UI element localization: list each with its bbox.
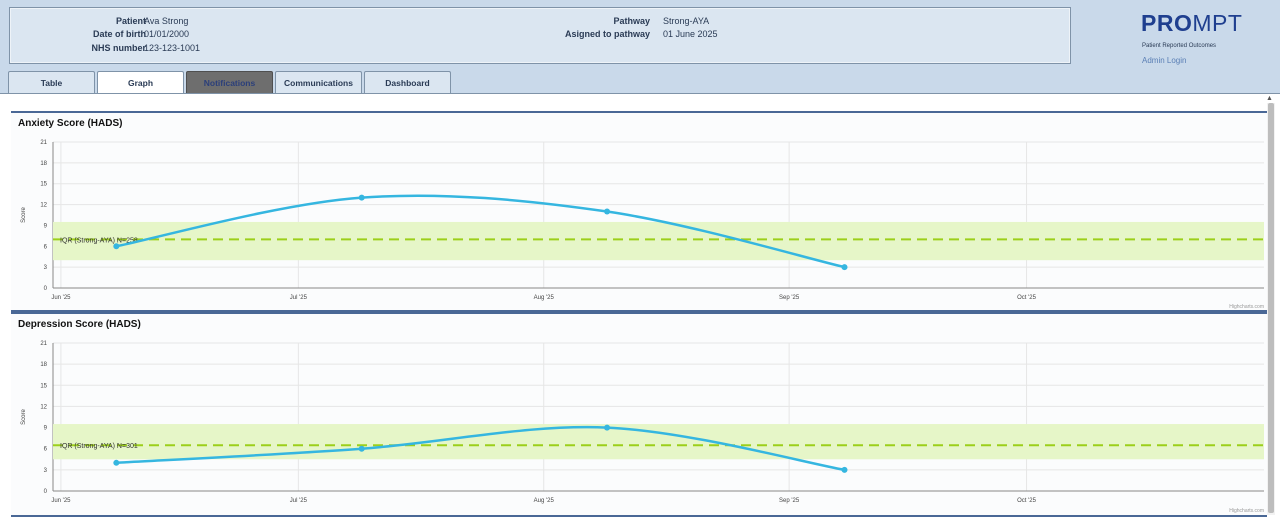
y-tick-label: 6: [44, 244, 48, 250]
patient-name: Ava Strong: [144, 16, 189, 26]
highcharts-credit: Highcharts.com: [1229, 508, 1264, 514]
prompt-logo: PROMPT: [1141, 10, 1242, 37]
x-tick-label: Oct '25: [1017, 498, 1036, 504]
y-axis-title: Score: [21, 409, 27, 425]
y-tick-label: 18: [40, 362, 47, 368]
x-tick-label: Sep '25: [779, 295, 800, 301]
admin-login-link[interactable]: Admin Login: [1142, 56, 1187, 65]
y-tick-label: 6: [44, 447, 48, 453]
depression-chart-panel: Depression Score (HADS) 0 3 6 9 12 15 18 21 Jun …: [11, 312, 1267, 517]
y-tick-label: 9: [44, 223, 48, 229]
x-tick-label: Aug '25: [534, 498, 555, 504]
assigned-pathway-value: 01 June 2025: [663, 29, 718, 39]
y-tick-label: 18: [40, 161, 47, 167]
patient-info-panel: Patient Ava Strong Date of birth 01/01/2…: [9, 7, 1071, 64]
anxiety-chart-title: Anxiety Score (HADS): [18, 118, 123, 129]
y-tick-label: 21: [40, 140, 47, 146]
x-tick-label: Jun '25: [51, 295, 71, 301]
y-axis-title: Score: [21, 207, 27, 223]
y-tick-label: 3: [44, 265, 48, 271]
x-tick-label: Aug '25: [534, 295, 555, 301]
tab-dashboard[interactable]: Dashboard: [364, 71, 451, 93]
data-point: [113, 243, 120, 250]
data-point: [604, 208, 611, 215]
x-tick-label: Sep '25: [779, 498, 800, 504]
y-tick-label: 0: [44, 489, 48, 495]
y-tick-label: 9: [44, 426, 48, 432]
patient-label: Patient: [115, 16, 146, 26]
dob-label: Date of birth: [93, 29, 146, 39]
anxiety-chart: 0 3 6 9 12 15 18 21 Jun '25 Jul '25 Aug '25 Sep '25…: [21, 140, 1264, 310]
y-tick-label: 21: [40, 341, 47, 347]
x-tick-label: Jul '25: [290, 498, 308, 504]
data-point: [841, 264, 848, 271]
nhs-number-label: NHS number: [91, 43, 146, 53]
data-point: [113, 459, 120, 466]
data-point: [841, 466, 848, 473]
x-tick-label: Oct '25: [1017, 295, 1036, 301]
tab-communications[interactable]: Communications: [275, 71, 362, 93]
y-tick-label: 0: [44, 286, 48, 292]
highcharts-credit: Highcharts.com: [1229, 304, 1264, 310]
tab-graph[interactable]: Graph: [97, 71, 184, 94]
depression-chart-title: Depression Score (HADS): [18, 319, 141, 330]
scroll-up-arrow-icon[interactable]: ▲: [1266, 95, 1273, 102]
tab-table[interactable]: Table: [8, 71, 95, 93]
y-tick-label: 12: [40, 404, 47, 410]
depression-chart: 0 3 6 9 12 15 18 21 Jun '25 Jul '25 Aug '25 Sep '25…: [21, 341, 1264, 514]
data-point: [358, 194, 365, 201]
x-tick-label: Jun '25: [51, 498, 71, 504]
vertical-scrollbar[interactable]: [1267, 103, 1275, 515]
iqr-label: IQR (Strong-AYA) N=301: [60, 443, 138, 450]
scrollbar-thumb[interactable]: [1268, 103, 1274, 513]
pathway-value: Strong-AYA: [663, 16, 710, 26]
pathway-label: Pathway: [613, 16, 650, 26]
logo-rest-text: MPT: [1192, 10, 1243, 36]
content-divider: [0, 93, 1280, 94]
iqr-label: IQR (Strong-AYA) N=258: [60, 237, 138, 244]
series-line: [116, 194, 845, 269]
series-line: [116, 425, 845, 472]
data-point: [604, 424, 611, 431]
nhs-number-value: 123-123-1001: [144, 43, 201, 53]
y-tick-label: 3: [44, 468, 48, 474]
iqr-band: [53, 221, 1264, 261]
brand-subtitle: Patient Reported Outcomes: [1142, 43, 1217, 49]
data-point: [358, 445, 365, 452]
iqr-band: [53, 424, 1264, 460]
logo-bold-text: PRO: [1141, 10, 1193, 36]
y-tick-label: 15: [40, 182, 47, 188]
anxiety-chart-panel: Anxiety Score (HADS) 0 3 6 9 12 15 18 21 Jun '25…: [11, 111, 1267, 312]
y-tick-label: 15: [40, 383, 47, 389]
y-tick-label: 12: [40, 203, 47, 209]
assigned-pathway-label: Asigned to pathway: [564, 29, 650, 39]
dob-value: 01/01/2000: [144, 29, 190, 39]
x-tick-label: Jul '25: [290, 295, 308, 301]
tab-notifications[interactable]: Notifications: [186, 71, 273, 93]
